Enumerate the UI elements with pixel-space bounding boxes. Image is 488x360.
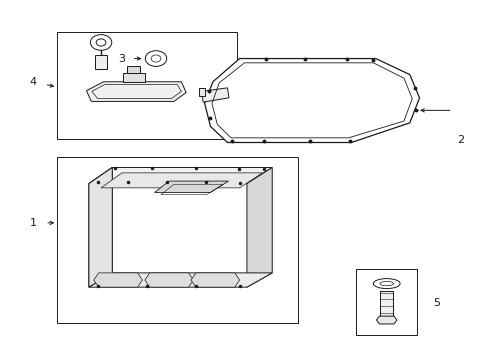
Polygon shape (204, 59, 419, 143)
Polygon shape (89, 167, 112, 287)
Polygon shape (122, 73, 144, 82)
Polygon shape (86, 82, 186, 102)
Polygon shape (201, 88, 228, 102)
Polygon shape (89, 167, 112, 287)
Polygon shape (154, 181, 228, 193)
Ellipse shape (372, 279, 399, 289)
Polygon shape (191, 273, 239, 287)
Bar (380, 291, 392, 316)
Polygon shape (101, 173, 262, 188)
Bar (199, 88, 204, 96)
Polygon shape (376, 316, 396, 324)
Polygon shape (94, 273, 142, 287)
Bar (95, 55, 107, 69)
Text: 4: 4 (29, 77, 37, 87)
Bar (57, 32, 237, 139)
Bar (57, 157, 297, 323)
Bar (356, 269, 416, 336)
Text: 1: 1 (29, 218, 37, 228)
Ellipse shape (379, 282, 393, 286)
Text: 5: 5 (432, 298, 439, 308)
Polygon shape (89, 273, 272, 287)
Bar (126, 66, 140, 73)
Polygon shape (246, 167, 272, 287)
Text: 3: 3 (118, 54, 125, 64)
Polygon shape (144, 273, 193, 287)
Polygon shape (89, 167, 272, 184)
Text: 2: 2 (456, 135, 464, 145)
